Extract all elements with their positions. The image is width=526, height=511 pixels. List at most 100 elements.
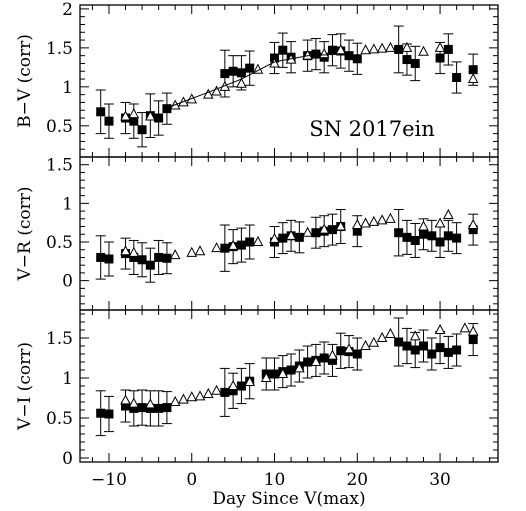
data-point-triangle: [128, 246, 140, 257]
data-point-triangle: [434, 323, 446, 334]
data-point-triangle: [145, 110, 156, 121]
data-point-square: [245, 63, 255, 73]
data-point-square: [129, 403, 139, 413]
data-point-square: [236, 381, 246, 391]
data-point-triangle: [236, 77, 247, 88]
data-point-square: [419, 341, 429, 351]
data-point-square: [410, 345, 420, 355]
data-point-triangle: [178, 393, 189, 404]
data-point-triangle: [467, 72, 479, 84]
data-point-square: [220, 387, 230, 397]
data-point-triangle: [211, 242, 222, 253]
data-point-triangle: [385, 212, 396, 223]
data-point-square: [435, 237, 445, 247]
data-point-triangle: [368, 336, 380, 347]
data-point-square: [443, 44, 453, 54]
data-point-square: [303, 357, 313, 367]
panel-1: 0.5 1 1.5 2 B−V (corr) SN 2017ein: [15, 0, 499, 158]
y-axis-label: B−V (corr): [15, 34, 35, 128]
data-point-triangle: [343, 343, 355, 354]
data-point-triangle: [294, 362, 305, 373]
data-point-triangle: [169, 249, 181, 260]
data-point-square: [137, 403, 147, 413]
y-tick-label: 1: [62, 369, 73, 389]
data-point-square: [270, 369, 280, 379]
x-tick-label: −10: [91, 470, 127, 490]
data-point-square: [410, 58, 420, 68]
data-point-triangle: [385, 41, 396, 52]
data-point-square: [137, 125, 147, 135]
data-point-square: [327, 355, 337, 365]
y-tick-label: 2: [62, 0, 73, 20]
data-point-square: [154, 252, 164, 262]
data-point-triangle: [434, 41, 446, 52]
data-point-triangle: [360, 339, 371, 350]
data-point-triangle: [401, 41, 413, 52]
y-tick-label: 0.5: [46, 409, 73, 429]
data-point-square: [96, 252, 106, 262]
data-point-square: [327, 45, 337, 55]
data-point-square: [96, 107, 106, 117]
y-tick-label: 1: [62, 194, 73, 214]
data-point-square: [220, 243, 230, 253]
data-point-square: [104, 116, 114, 126]
data-point-triangle: [318, 223, 330, 234]
series-1: [95, 209, 479, 283]
data-point-square: [278, 233, 288, 243]
data-point-square: [129, 252, 139, 262]
data-point-square: [104, 409, 114, 419]
data-point-square: [336, 346, 346, 356]
data-point-triangle: [310, 355, 322, 366]
y-tick-label: 0.5: [46, 233, 73, 253]
data-point-square: [468, 335, 478, 345]
panel-3: 0 0.5 1 1.5 −10 0 10 20 30 V−I (corr) Day Since V(…: [15, 309, 499, 509]
data-point-square: [394, 228, 404, 238]
data-point-triangle: [227, 239, 239, 250]
data-point-triangle: [409, 330, 421, 341]
data-point-triangle: [351, 218, 363, 229]
data-point-triangle: [277, 367, 289, 378]
data-point-triangle: [186, 246, 198, 257]
data-point-square: [352, 226, 362, 236]
data-point-square: [443, 231, 453, 241]
y-tick-label: 1: [62, 78, 73, 98]
data-point-square: [402, 232, 412, 242]
data-point-square: [327, 225, 337, 235]
y-axis-label: V−R (corr): [15, 187, 35, 282]
data-point-square: [104, 254, 114, 264]
data-point-square: [245, 237, 255, 247]
data-point-triangle: [302, 226, 313, 237]
series-3: [166, 53, 358, 109]
data-point-triangle: [467, 325, 479, 336]
data-point-square: [452, 72, 462, 82]
data-point-square: [220, 69, 230, 79]
data-point-square: [162, 403, 172, 413]
y-tick-label: 1.5: [46, 156, 73, 176]
data-point-square: [402, 341, 412, 351]
data-point-square: [278, 45, 288, 55]
x-tick-label: 0: [186, 470, 197, 490]
data-point-square: [145, 260, 155, 270]
data-point-square: [452, 233, 462, 243]
data-point-square: [402, 55, 412, 65]
fit-line: [166, 53, 358, 109]
series-2: [120, 322, 479, 409]
data-point-square: [443, 347, 453, 357]
data-point-triangle: [252, 235, 264, 246]
y-tick-label: 0.5: [46, 117, 73, 137]
y-tick-label: 1.5: [46, 329, 73, 349]
data-point-triangle: [327, 349, 338, 360]
x-tick-label: 30: [429, 470, 451, 490]
data-point-triangle: [120, 394, 131, 405]
data-point-square: [228, 66, 238, 76]
data-point-triangle: [202, 88, 214, 99]
data-point-triangle: [202, 387, 214, 398]
data-point-triangle: [385, 327, 396, 338]
data-point-square: [319, 353, 329, 363]
data-point-square: [427, 231, 437, 241]
data-point-square: [435, 53, 445, 63]
data-point-square: [294, 232, 304, 242]
data-point-triangle: [128, 108, 140, 119]
data-point-square: [162, 104, 172, 114]
